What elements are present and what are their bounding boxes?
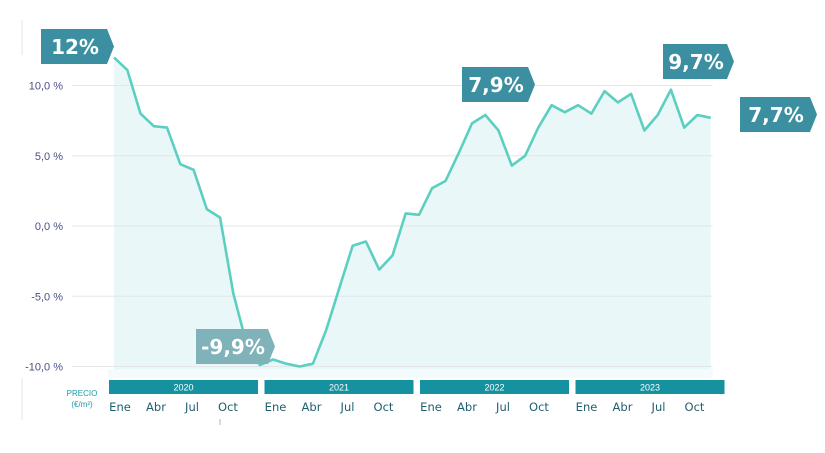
value-label: 7,9% bbox=[462, 67, 535, 102]
y-tick-label: -10,0 % bbox=[25, 362, 63, 374]
area-fill bbox=[108, 57, 713, 378]
svg-text:7,7%: 7,7% bbox=[748, 103, 803, 127]
year-bar bbox=[575, 380, 725, 394]
month-label: Abr bbox=[146, 400, 166, 414]
month-label: Oct bbox=[685, 400, 705, 414]
month-label: Jul bbox=[651, 400, 666, 414]
year-bar bbox=[109, 380, 258, 394]
month-label: Oct bbox=[218, 400, 238, 414]
month-label: Ene bbox=[265, 400, 287, 414]
y-tick-label: 0,0 % bbox=[35, 221, 63, 233]
month-label: Abr bbox=[302, 400, 322, 414]
month-label: Abr bbox=[457, 400, 477, 414]
unit-label: PRECIO (€/m²) bbox=[67, 389, 98, 409]
area-fill-path bbox=[114, 57, 711, 370]
month-label: Jul bbox=[184, 400, 199, 414]
month-label: Ene bbox=[576, 400, 598, 414]
unit-label-line2: (€/m²) bbox=[71, 400, 93, 409]
svg-text:-9,9%: -9,9% bbox=[201, 335, 265, 359]
year-label: 2022 bbox=[484, 383, 504, 393]
month-label: Jul bbox=[340, 400, 355, 414]
month-label: Ene bbox=[420, 400, 442, 414]
svg-text:12%: 12% bbox=[51, 35, 99, 59]
month-label: Oct bbox=[374, 400, 394, 414]
year-label: 2023 bbox=[640, 383, 660, 393]
month-label: Oct bbox=[529, 400, 549, 414]
month-label: Abr bbox=[613, 400, 633, 414]
y-tick-label: -5,0 % bbox=[31, 291, 63, 303]
month-label: Jul bbox=[495, 400, 510, 414]
x-axis: 2020 Ene Abr Jul Oct 2021 Ene Abr Jul Oct 2022 Ene A… bbox=[109, 380, 725, 414]
svg-text:9,7%: 9,7% bbox=[668, 50, 723, 74]
y-tick-label: 5,0 % bbox=[35, 151, 63, 163]
y-axis-ticks: 10,0 % 5,0 % 0,0 % -5,0 % -10,0 % bbox=[25, 81, 63, 374]
value-label: 9,7% bbox=[663, 44, 734, 79]
y-tick-label: 10,0 % bbox=[29, 81, 63, 93]
year-bar bbox=[264, 380, 414, 394]
value-label: 12% bbox=[41, 29, 114, 64]
series-line bbox=[113, 56, 711, 368]
axis-frame bbox=[21, 20, 221, 425]
value-annotations: 12% -9,9% 7,9% 9,7% 7,7% bbox=[41, 29, 817, 364]
data-line bbox=[113, 56, 711, 368]
year-label: 2020 bbox=[173, 383, 193, 393]
year-bar bbox=[420, 380, 569, 394]
month-label: Ene bbox=[109, 400, 131, 414]
value-label: 7,7% bbox=[740, 97, 817, 132]
svg-text:7,9%: 7,9% bbox=[468, 73, 523, 97]
year-label: 2021 bbox=[329, 383, 349, 393]
gridlines bbox=[72, 85, 713, 367]
unit-label-line1: PRECIO bbox=[67, 389, 98, 398]
value-label: -9,9% bbox=[196, 329, 275, 364]
